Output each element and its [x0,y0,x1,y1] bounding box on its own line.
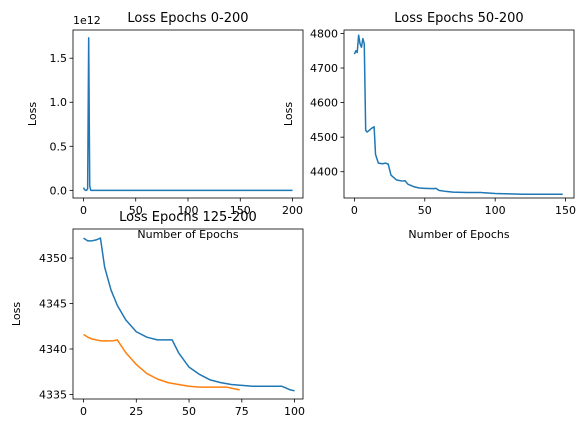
x-tick-label: 100 [284,405,305,418]
chart-title: Loss Epochs 50-200 [394,11,523,26]
y-tick-label: 1.5 [50,52,68,65]
x-axis-label: Number of Epochs [137,228,238,241]
x-tick-label: 75 [235,405,249,418]
x-tick-label: 100 [178,204,199,217]
x-tick-label: 0 [351,204,358,217]
subplot-3: 0 25 50 75 100 4335 4340 4345 4350 Loss [10,228,305,418]
y-axis-label: Loss [26,102,39,126]
x-tick-label: 50 [182,405,196,418]
axes-frame [343,29,575,199]
series-line-1 [83,237,295,392]
x-axis-label: Number of Epochs [408,228,509,241]
x-tick-label: 50 [129,204,143,217]
x-tick-label: 200 [282,204,303,217]
y-tick-label: 0.0 [50,184,68,197]
subplot-2: 0 50 100 150 4400 4500 4600 4700 4800 Number of E… [282,27,576,241]
y-tick-label: 0.5 [50,140,68,153]
axes-frame [72,29,304,199]
chart-title: Loss Epochs 0-200 [127,11,248,26]
y-axis-label: Loss [10,302,23,326]
x-tick-label: 150 [230,204,251,217]
y-tick-label: 1.0 [50,96,68,109]
y-tick-label: 4800 [310,27,338,40]
x-tick-label: 25 [129,405,143,418]
y-tick-label: 4700 [310,62,338,75]
x-tick-label: 0 [80,204,87,217]
x-tick-label: 150 [555,204,576,217]
y-tick-label: 4500 [310,131,338,144]
y-axis-label: Loss [282,102,295,126]
chart-title: Loss Epochs 125-200 [119,210,257,225]
series-line-1 [353,34,563,195]
y-tick-label: 4600 [310,97,338,110]
y-tick-label: 4400 [310,166,338,179]
y-tick-label: 4345 [39,298,67,311]
y-tick-label: 4335 [39,388,67,401]
subplot-1: 0 50 100 150 200 0.0 0.5 1.0 1.5 1e12 Number of Ep… [26,14,304,241]
series-line-1 [82,37,293,192]
x-tick-label: 100 [485,204,506,217]
y-tick-label: 4350 [39,252,67,265]
y-tick-label: 4340 [39,343,67,356]
axes-frame [72,228,304,400]
x-tick-label: 0 [80,405,87,418]
series-line-2 [83,333,240,391]
axis-offset-text: 1e12 [73,14,101,27]
x-tick-label: 50 [418,204,432,217]
